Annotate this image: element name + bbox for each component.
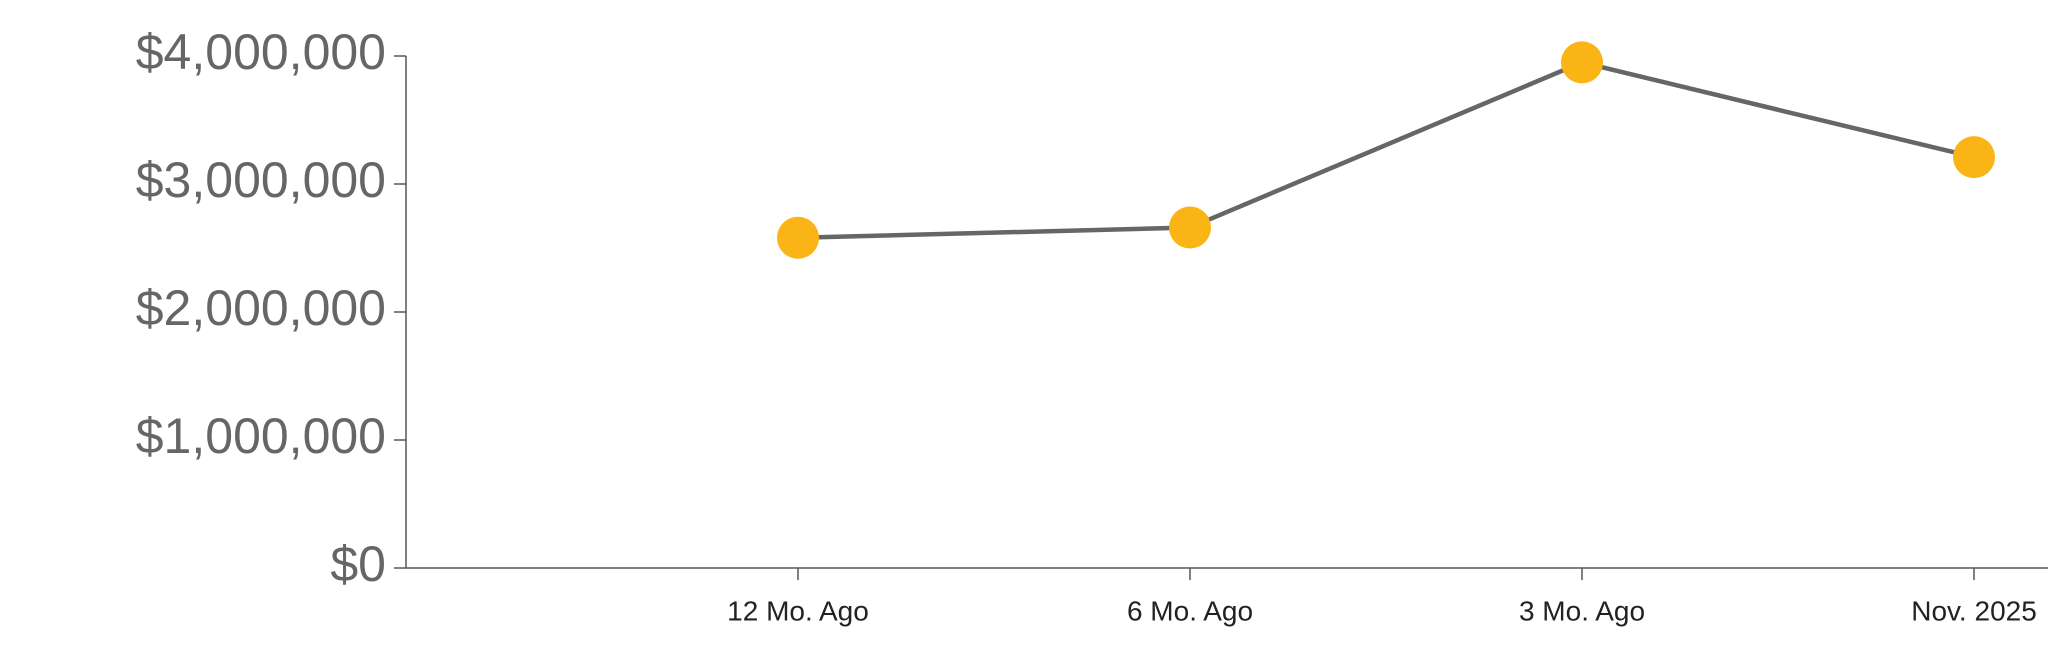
line — [797, 60, 1975, 241]
y-tick-label: $1,000,000 — [136, 408, 386, 464]
x-tick-label: 6 Mo. Ago — [1127, 595, 1253, 626]
x-tick-label: 12 Mo. Ago — [727, 595, 869, 626]
y-tick-label: $3,000,000 — [136, 152, 386, 208]
point — [1561, 41, 1603, 84]
y-tick-label: $2,000,000 — [136, 280, 386, 336]
point — [777, 216, 819, 259]
x-tick-label: Nov. 2025 — [1911, 595, 2037, 626]
x-tick-label: 3 Mo. Ago — [1519, 595, 1645, 626]
y-tick-label: $4,000,000 — [136, 24, 386, 80]
y-tick-label: $0 — [330, 536, 386, 592]
point — [1169, 206, 1211, 249]
point — [1953, 136, 1995, 179]
